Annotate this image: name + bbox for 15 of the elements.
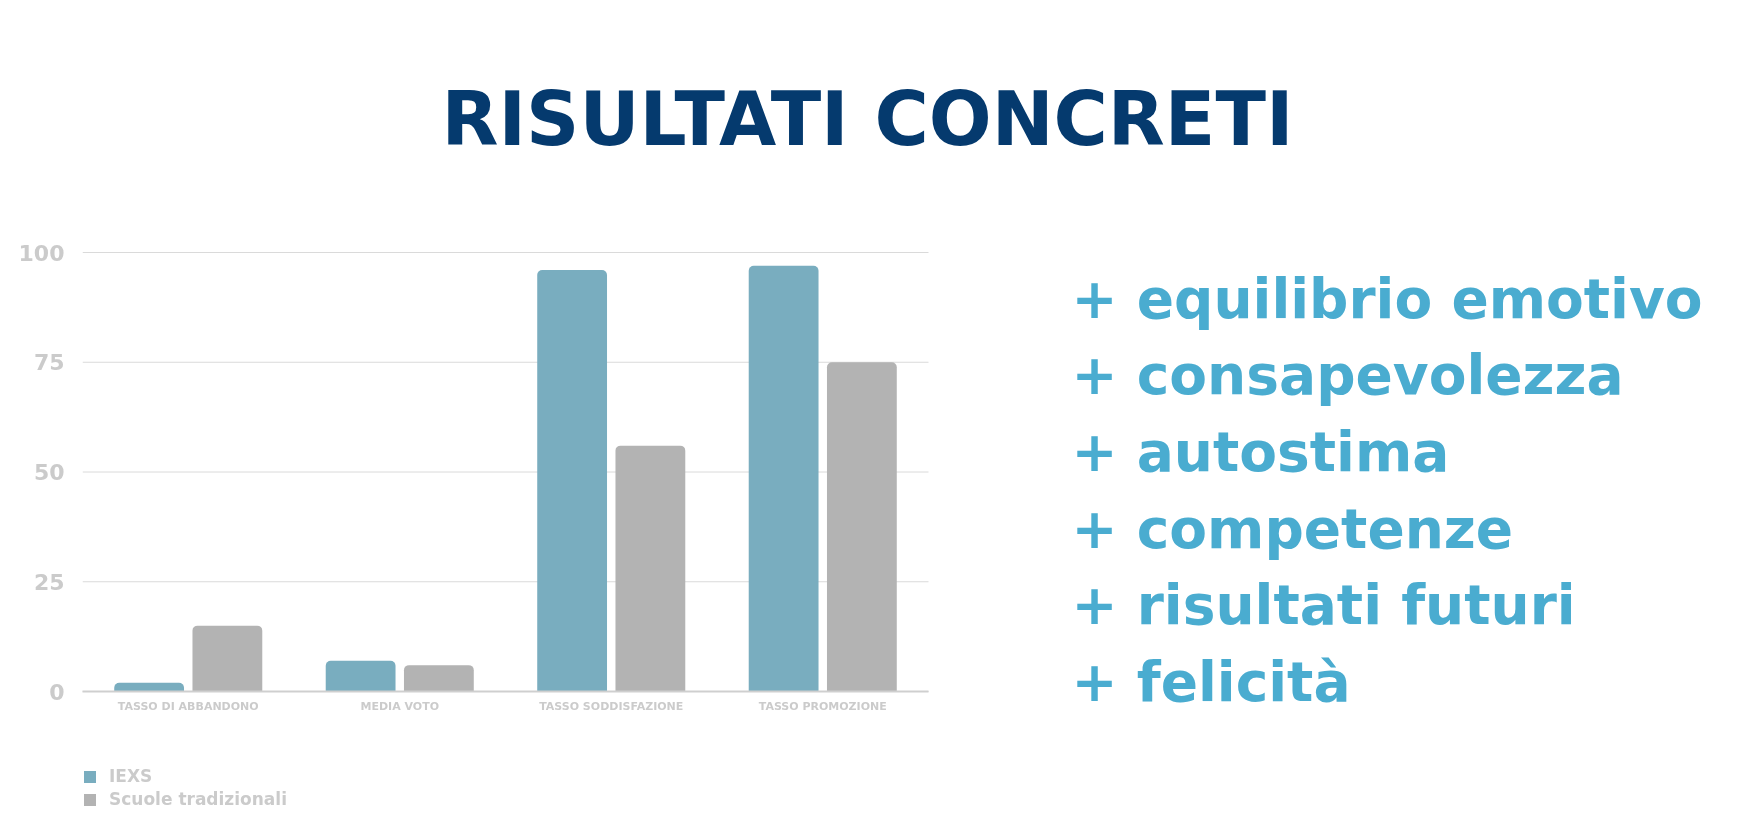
text: + equilibrio emotivo (1071, 266, 1703, 331)
bar (615, 445, 686, 692)
text: + consapevolezza (1071, 343, 1624, 408)
bar (826, 362, 897, 692)
text: + risultati futuri (1071, 573, 1576, 638)
bar (325, 660, 396, 692)
chart-title: RISULTATI CONCRETI (441, 75, 1294, 162)
bar (114, 682, 185, 692)
bar (537, 270, 608, 692)
text: + felicità (1071, 650, 1351, 714)
bar (403, 665, 474, 692)
text: + competenze (1071, 496, 1514, 561)
bar (748, 265, 819, 692)
text: + autostima (1071, 419, 1450, 484)
bar (192, 625, 263, 692)
